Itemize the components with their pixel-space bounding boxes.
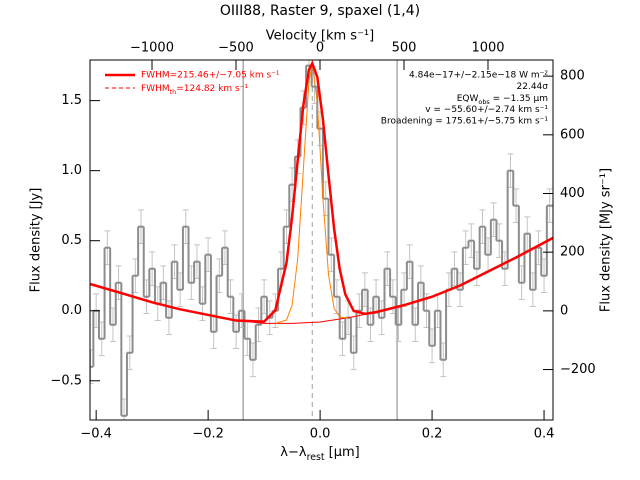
- y2ticks-label: 600: [560, 127, 585, 142]
- y2ticks-label: 800: [560, 69, 585, 84]
- text-part: obs: [478, 98, 490, 106]
- y-axis-title: Flux density [Jy]: [29, 188, 44, 293]
- yticks-label: 0.0: [61, 303, 82, 318]
- annotation: v = −55.60+/−2.74 km s⁻¹: [425, 105, 548, 115]
- fit-curve: [90, 60, 553, 323]
- yticks-label: −0.5: [50, 373, 82, 388]
- y2ticks-label: 200: [560, 245, 585, 260]
- text-part: rest: [307, 452, 325, 463]
- x2ticks-label: 500: [392, 41, 417, 56]
- xticks-label: 0.0: [310, 427, 331, 442]
- annotation: 22.44σ: [517, 82, 549, 92]
- legend-label: FWHM=215.46+/−7.05 km s⁻¹: [141, 71, 280, 81]
- y2ticks-label: 400: [560, 186, 585, 201]
- x2ticks-label: 1000: [471, 41, 504, 56]
- text-part: th: [170, 88, 177, 96]
- annotation: 4.84e−17+/−2.15e−18 W m⁻²: [409, 71, 548, 81]
- text-part: FWHM: [141, 84, 170, 94]
- annotation: EQWobs = −1.35 μm: [457, 94, 548, 107]
- xticks-label: −0.4: [80, 427, 112, 442]
- text-part: =124.82 km s⁻¹: [176, 84, 248, 94]
- y2-axis-title: Flux density [MJy sr⁻¹]: [599, 168, 614, 312]
- text-part: [μm]: [324, 445, 359, 460]
- y2ticks-label: 0: [560, 303, 568, 318]
- x2-axis-title: Velocity [km s⁻¹]: [266, 29, 374, 44]
- xticks-label: −0.2: [192, 427, 224, 442]
- y2ticks-label: −200: [560, 362, 596, 377]
- x-axis-title: λ−λrest [μm]: [280, 445, 359, 464]
- chart-title: OIII88, Raster 9, spaxel (1,4): [220, 3, 420, 19]
- text-part: = −1.35 μm: [490, 94, 548, 104]
- text-part: EQW: [457, 94, 479, 104]
- plot-area: [90, 60, 553, 420]
- yticks-label: 1.5: [61, 93, 82, 108]
- yticks-label: 0.5: [61, 233, 82, 248]
- legend-label: FWHMth=124.82 km s⁻¹: [141, 84, 248, 97]
- xticks-label: 0.4: [534, 427, 555, 442]
- x2ticks-label: −500: [218, 41, 254, 56]
- axes: −0.4 −0.2 0.0 0.2 0.4 −1000 −500 0 500 1000 −0.5 0.…: [50, 41, 595, 442]
- x2ticks-label: −1000: [130, 41, 174, 56]
- plot-frame: [89, 59, 554, 421]
- x2ticks-label: 0: [316, 41, 324, 56]
- text-part: λ−λ: [280, 445, 307, 460]
- yticks-label: 1.0: [61, 163, 82, 178]
- annotation: Broadening = 175.61+/−5.75 km s⁻¹: [381, 117, 549, 127]
- xticks-label: 0.2: [422, 427, 443, 442]
